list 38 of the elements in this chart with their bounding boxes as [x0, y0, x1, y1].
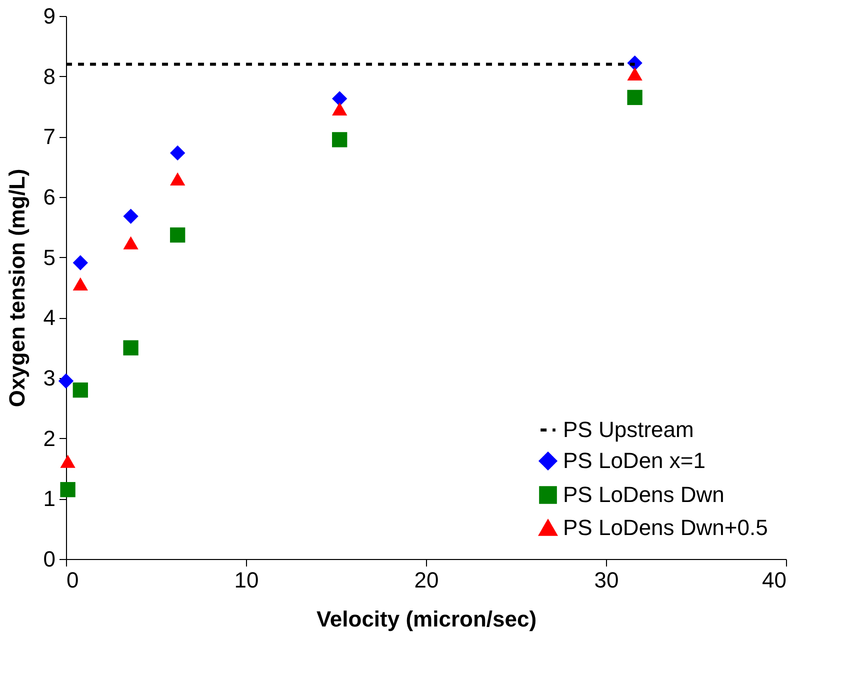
point	[332, 102, 348, 116]
legend-label: PS LoDens Dwn+0.5	[563, 515, 768, 540]
point	[72, 277, 88, 290]
point	[332, 132, 348, 148]
point	[72, 255, 88, 270]
y-tick-label: 1	[43, 486, 56, 512]
point	[123, 340, 138, 356]
point	[72, 382, 88, 398]
point	[60, 482, 76, 498]
point	[332, 91, 348, 106]
x-tick-label: 20	[414, 568, 439, 592]
point	[170, 227, 186, 243]
x-tick-label: 0	[66, 568, 79, 592]
point	[60, 454, 76, 468]
y-tick-label: 0	[43, 546, 56, 572]
legend-label: PS Upstream	[563, 417, 694, 442]
point	[627, 90, 642, 106]
x-tick-label: 30	[594, 568, 619, 592]
y-tick-label: 3	[43, 366, 56, 390]
y-axis-title: Oxygen tension (mg/L)	[4, 168, 30, 408]
y-tick-label: 2	[43, 426, 56, 451]
x-axis-title: Velocity (micron/sec)	[316, 606, 537, 632]
point	[627, 67, 642, 80]
y-tick-label: 5	[43, 244, 56, 270]
legend-label: PS LoDen x=1	[563, 448, 706, 473]
legend-label: PS LoDens Dwn	[563, 482, 724, 507]
y-tick-label: 9	[43, 4, 56, 28]
point	[170, 172, 186, 186]
point	[58, 373, 74, 389]
x-tick-label: 40	[762, 568, 786, 592]
x-tick-label: 10	[234, 568, 259, 592]
point	[123, 208, 138, 224]
y-tick-label: 6	[43, 184, 56, 210]
point	[170, 145, 186, 161]
y-tick-label: 4	[43, 305, 56, 330]
point	[123, 236, 138, 250]
y-tick-label: 7	[43, 124, 56, 150]
y-tick-label: 8	[43, 64, 56, 89]
